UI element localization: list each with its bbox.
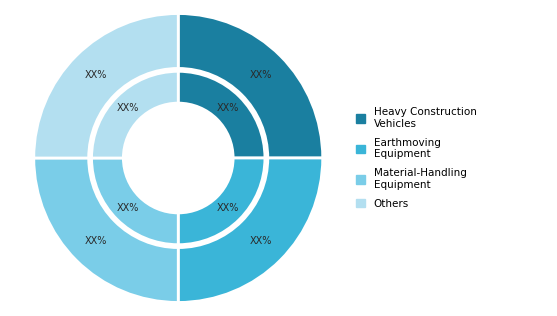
Legend: Heavy Construction
Vehicles, Earthmoving
Equipment, Material-Handling
Equipment,: Heavy Construction Vehicles, Earthmoving… — [356, 107, 477, 209]
Text: XX%: XX% — [84, 236, 107, 246]
Text: XX%: XX% — [84, 70, 107, 80]
Wedge shape — [178, 71, 265, 158]
Wedge shape — [91, 71, 178, 158]
Wedge shape — [34, 14, 178, 158]
Wedge shape — [34, 158, 178, 302]
Text: XX%: XX% — [250, 70, 272, 80]
Text: XX%: XX% — [250, 236, 272, 246]
Wedge shape — [178, 14, 323, 158]
Text: XX%: XX% — [117, 203, 139, 213]
Text: XX%: XX% — [217, 203, 240, 213]
Wedge shape — [178, 158, 323, 302]
Text: XX%: XX% — [117, 103, 139, 113]
Wedge shape — [178, 158, 265, 245]
Text: XX%: XX% — [217, 103, 240, 113]
Wedge shape — [91, 158, 178, 245]
